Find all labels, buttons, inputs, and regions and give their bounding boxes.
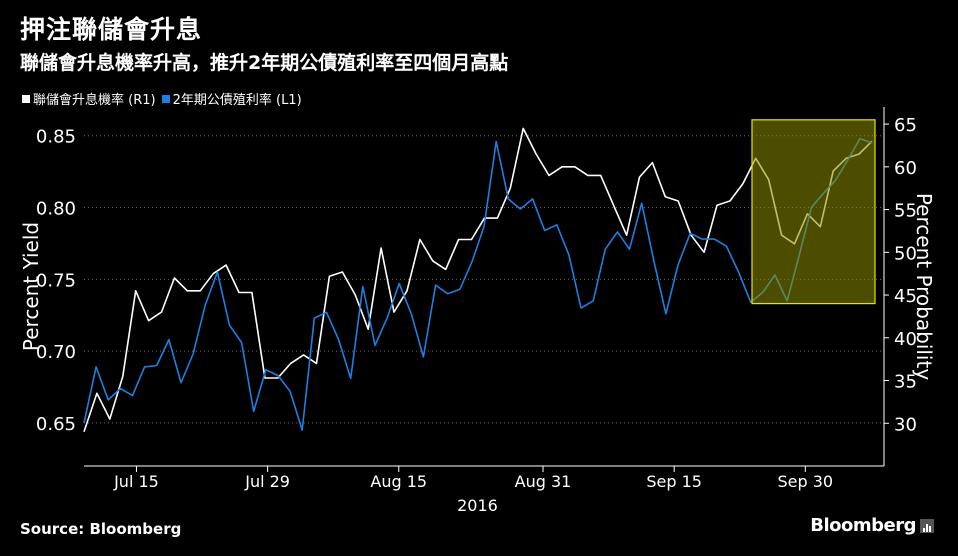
left-tick-label: 0.80 (36, 199, 76, 220)
brand-name: Bloomberg (810, 515, 916, 536)
right-tick-label: 30 (894, 414, 917, 435)
right-tick-label: 55 (894, 201, 917, 222)
bar-chart-icon (920, 518, 934, 533)
legend-label-probability: 聯儲會升息機率 (R1) (33, 93, 156, 108)
highlight-box (751, 119, 876, 305)
left-axis-title: Percent Yield (19, 222, 43, 351)
legend: 聯儲會升息機率 (R1) 2年期公債殖利率 (L1) (22, 89, 302, 108)
x-tick-label: Aug 15 (370, 472, 427, 491)
x-axis-year-label: 2016 (457, 496, 498, 515)
x-tick-label: Aug 31 (515, 472, 572, 491)
left-tick-label: 0.85 (36, 127, 76, 148)
chart-subtitle: 聯儲會升息機率升高，推升2年期公債殖利率至四個月高點 (20, 52, 509, 74)
right-tick-label: 45 (894, 286, 917, 307)
chart-title: 押注聯儲會升息 (20, 15, 203, 44)
source-note: Source: Bloomberg (20, 520, 182, 538)
probability-line (83, 127, 873, 433)
left-tick-label: 0.75 (36, 270, 76, 291)
right-tick-label: 65 (894, 115, 917, 136)
x-tick-label: Jul 15 (113, 472, 159, 491)
legend-item-yield: 2年期公債殖利率 (L1) (161, 89, 302, 108)
x-tick-label: Sep 15 (646, 472, 702, 491)
x-tick-label: Sep 30 (778, 472, 834, 491)
legend-swatch-blue (161, 94, 170, 103)
brand-logo: Bloomberg (810, 515, 934, 536)
x-tick-label: Jul 29 (244, 472, 290, 491)
legend-item-probability: 聯儲會升息機率 (R1) (22, 89, 156, 108)
right-tick-label: 40 (894, 329, 917, 350)
legend-label-yield: 2年期公債殖利率 (L1) (172, 93, 302, 108)
legend-swatch-white (22, 94, 30, 103)
yield-line (83, 137, 873, 431)
right-axis-title: Percent Probability (912, 193, 936, 380)
left-tick-label: 0.70 (36, 342, 76, 363)
right-tick-label: 60 (894, 158, 917, 179)
right-tick-label: 50 (894, 243, 917, 264)
right-tick-label: 35 (894, 372, 917, 393)
left-tick-label: 0.65 (36, 414, 76, 435)
